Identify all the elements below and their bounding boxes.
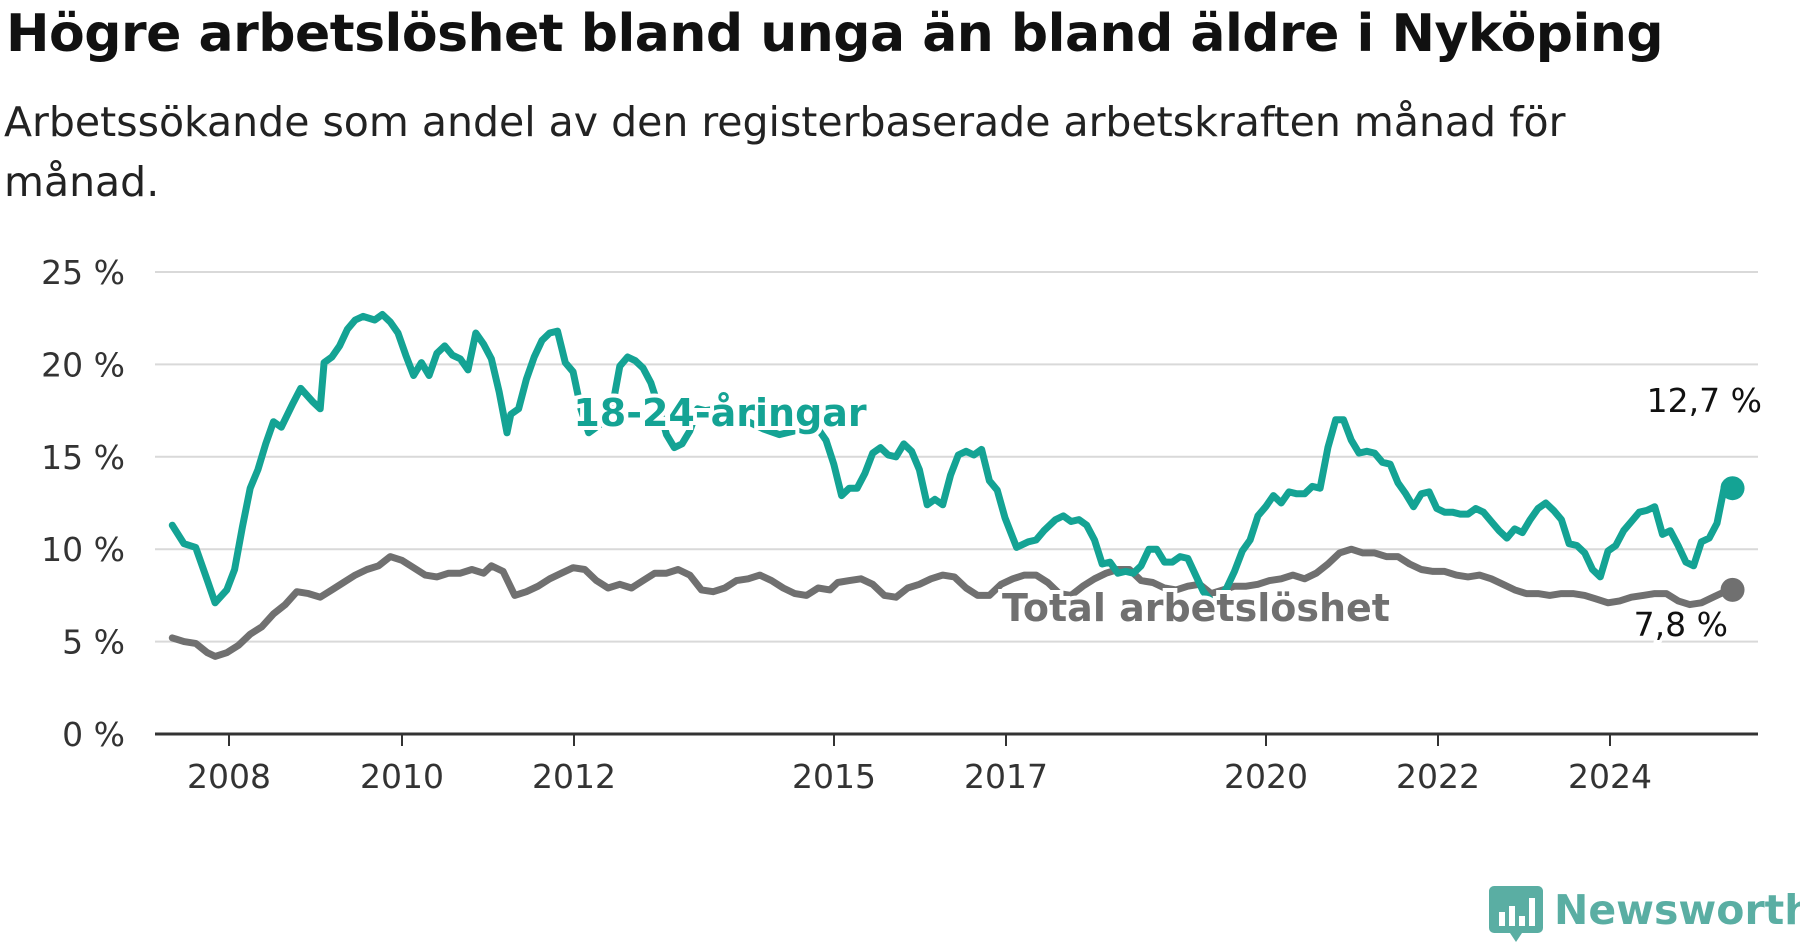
x-tick-label: 2020: [1224, 757, 1308, 796]
gridlines: [155, 271, 1758, 736]
x-tick-label: 2022: [1396, 757, 1480, 796]
x-tick-label: 2017: [964, 757, 1048, 796]
x-axis-tick-labels: 2008 2010 2012 2015 2017 2020 2022 2024: [187, 734, 1652, 796]
y-tick-label: 0 %: [62, 715, 125, 754]
series-name-label: 18-24-åringar: [573, 391, 867, 435]
bar-chart-badge-icon: [1489, 886, 1543, 942]
x-tick-label: 2010: [360, 757, 444, 796]
x-tick-label: 2012: [532, 757, 616, 796]
x-tick-label: 2024: [1568, 757, 1652, 796]
x-tick-label: 2015: [792, 757, 876, 796]
y-tick-label: 5 %: [62, 623, 125, 662]
y-tick-label: 20 %: [41, 345, 125, 384]
series-line: [168, 311, 1736, 607]
series-end-label: 12,7 %: [1647, 381, 1762, 420]
series-name-label: Total arbetslöshet: [1002, 586, 1390, 630]
series-end-label: 7,8 %: [1634, 605, 1728, 644]
series-lines: [168, 311, 1745, 660]
brand-name: Newsworthy: [1554, 886, 1800, 934]
series-end-marker: [1720, 577, 1745, 602]
newsworthy-logo[interactable]: Newsworthy: [1488, 884, 1800, 948]
series-end-marker: [1720, 476, 1745, 501]
y-tick-label: 15 %: [41, 438, 125, 477]
series-line: [168, 545, 1736, 660]
y-axis-tick-labels: 0 % 5 % 10 % 15 % 20 % 25 %: [41, 253, 125, 754]
series-labels: 18-24-åringar 12,7 % Total arbetslöshet 7,8…: [569, 378, 1765, 647]
chart-title: Högre arbetslöshet bland unga än bland ä…: [6, 4, 1664, 64]
x-tick-label: 2008: [187, 757, 271, 796]
chart-subtitle: Arbetssökande som andel av den registerb…: [4, 98, 1566, 206]
y-tick-label: 10 %: [41, 530, 125, 569]
y-tick-label: 25 %: [41, 253, 125, 292]
